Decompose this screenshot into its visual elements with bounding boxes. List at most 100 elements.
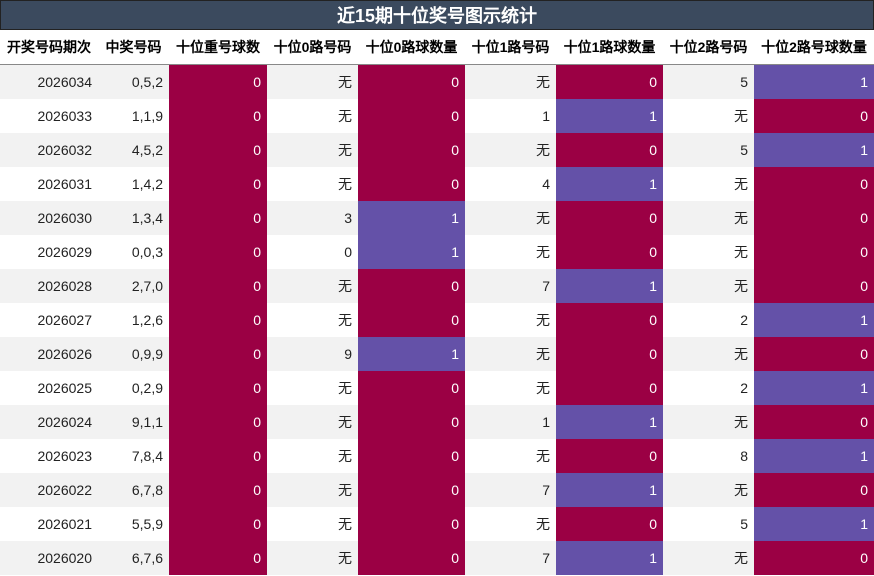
cell-route1-number: 7 xyxy=(465,269,556,303)
cell-route2-count: 1 xyxy=(754,371,874,405)
cell-route2-number: 无 xyxy=(663,235,754,269)
cell-route2-count: 0 xyxy=(754,99,874,133)
table-row: 2026025 0,2,9 0 无 0 无 0 2 1 xyxy=(0,371,874,405)
cell-route1-count: 0 xyxy=(556,337,663,371)
page-title: 近15期十位奖号图示统计 xyxy=(0,0,874,30)
cell-route2-count: 0 xyxy=(754,405,874,439)
cell-issue: 2026020 xyxy=(0,541,98,575)
cell-winning-number: 1,1,9 xyxy=(98,99,169,133)
cell-route2-number: 无 xyxy=(663,405,754,439)
cell-route0-count: 0 xyxy=(358,99,465,133)
cell-route0-count: 1 xyxy=(358,337,465,371)
cell-winning-number: 6,7,8 xyxy=(98,473,169,507)
cell-winning-number: 0,2,9 xyxy=(98,371,169,405)
cell-route0-count: 0 xyxy=(358,133,465,167)
cell-route1-count: 0 xyxy=(556,303,663,337)
cell-issue: 2026023 xyxy=(0,439,98,473)
cell-issue: 2026028 xyxy=(0,269,98,303)
cell-route0-count: 1 xyxy=(358,201,465,235)
header-route1-count: 十位1路球数量 xyxy=(556,30,663,65)
cell-route1-count: 0 xyxy=(556,133,663,167)
table-row: 2026020 6,7,6 0 无 0 7 1 无 0 xyxy=(0,541,874,575)
table-row: 2026024 9,1,1 0 无 0 1 1 无 0 xyxy=(0,405,874,439)
cell-route0-count: 0 xyxy=(358,371,465,405)
cell-route0-number: 3 xyxy=(267,201,358,235)
cell-issue: 2026033 xyxy=(0,99,98,133)
cell-route0-number: 无 xyxy=(267,507,358,541)
cell-repeat-count: 0 xyxy=(169,167,267,201)
cell-issue: 2026021 xyxy=(0,507,98,541)
cell-issue: 2026026 xyxy=(0,337,98,371)
cell-repeat-count: 0 xyxy=(169,235,267,269)
cell-route1-number: 7 xyxy=(465,473,556,507)
cell-issue: 2026024 xyxy=(0,405,98,439)
cell-issue: 2026030 xyxy=(0,201,98,235)
cell-route0-number: 无 xyxy=(267,473,358,507)
cell-route1-number: 4 xyxy=(465,167,556,201)
cell-winning-number: 9,1,1 xyxy=(98,405,169,439)
cell-repeat-count: 0 xyxy=(169,507,267,541)
table-row: 2026029 0,0,3 0 0 1 无 0 无 0 xyxy=(0,235,874,269)
cell-route1-count: 1 xyxy=(556,473,663,507)
header-route0-count: 十位0路球数量 xyxy=(358,30,465,65)
cell-issue: 2026025 xyxy=(0,371,98,405)
cell-route0-count: 0 xyxy=(358,269,465,303)
table-row: 2026032 4,5,2 0 无 0 无 0 5 1 xyxy=(0,133,874,167)
header-repeat-count: 十位重号球数 xyxy=(169,30,267,65)
cell-route1-count: 0 xyxy=(556,507,663,541)
cell-route2-count: 0 xyxy=(754,235,874,269)
cell-repeat-count: 0 xyxy=(169,405,267,439)
cell-winning-number: 2,7,0 xyxy=(98,269,169,303)
cell-route0-number: 无 xyxy=(267,269,358,303)
cell-route2-count: 0 xyxy=(754,473,874,507)
table-row: 2026028 2,7,0 0 无 0 7 1 无 0 xyxy=(0,269,874,303)
cell-route1-number: 无 xyxy=(465,303,556,337)
table-row: 2026021 5,5,9 0 无 0 无 0 5 1 xyxy=(0,507,874,541)
table-row: 2026031 1,4,2 0 无 0 4 1 无 0 xyxy=(0,167,874,201)
cell-route0-number: 无 xyxy=(267,133,358,167)
cell-route2-number: 无 xyxy=(663,99,754,133)
header-route0-number: 十位0路号码 xyxy=(267,30,358,65)
cell-route1-count: 1 xyxy=(556,541,663,575)
cell-route2-number: 无 xyxy=(663,167,754,201)
cell-route1-count: 1 xyxy=(556,99,663,133)
cell-route2-count: 0 xyxy=(754,541,874,575)
cell-route1-count: 0 xyxy=(556,64,663,99)
cell-route1-count: 0 xyxy=(556,439,663,473)
cell-route1-count: 0 xyxy=(556,201,663,235)
cell-route0-count: 0 xyxy=(358,64,465,99)
cell-route2-count: 1 xyxy=(754,64,874,99)
cell-route2-count: 1 xyxy=(754,507,874,541)
cell-issue: 2026032 xyxy=(0,133,98,167)
header-winning-number: 中奖号码 xyxy=(98,30,169,65)
cell-winning-number: 0,5,2 xyxy=(98,64,169,99)
cell-route0-count: 0 xyxy=(358,439,465,473)
cell-repeat-count: 0 xyxy=(169,201,267,235)
cell-repeat-count: 0 xyxy=(169,133,267,167)
cell-route1-number: 无 xyxy=(465,507,556,541)
cell-route2-count: 1 xyxy=(754,303,874,337)
cell-route2-number: 5 xyxy=(663,133,754,167)
cell-route1-number: 无 xyxy=(465,337,556,371)
cell-route2-count: 0 xyxy=(754,201,874,235)
cell-repeat-count: 0 xyxy=(169,99,267,133)
cell-route2-count: 0 xyxy=(754,337,874,371)
stats-table: 开奖号码期次 中奖号码 十位重号球数 十位0路号码 十位0路球数量 十位1路号码… xyxy=(0,30,874,575)
cell-route0-number: 无 xyxy=(267,167,358,201)
cell-issue: 2026034 xyxy=(0,64,98,99)
cell-route1-number: 1 xyxy=(465,405,556,439)
cell-route1-number: 无 xyxy=(465,235,556,269)
table-row: 2026034 0,5,2 0 无 0 无 0 5 1 xyxy=(0,64,874,99)
cell-winning-number: 0,9,9 xyxy=(98,337,169,371)
cell-repeat-count: 0 xyxy=(169,64,267,99)
cell-route0-count: 0 xyxy=(358,303,465,337)
cell-route2-number: 5 xyxy=(663,64,754,99)
cell-route0-number: 无 xyxy=(267,303,358,337)
cell-route2-number: 8 xyxy=(663,439,754,473)
cell-repeat-count: 0 xyxy=(169,473,267,507)
cell-route0-count: 0 xyxy=(358,167,465,201)
cell-winning-number: 7,8,4 xyxy=(98,439,169,473)
header-route1-number: 十位1路号码 xyxy=(465,30,556,65)
cell-route1-number: 7 xyxy=(465,541,556,575)
cell-route0-number: 无 xyxy=(267,64,358,99)
